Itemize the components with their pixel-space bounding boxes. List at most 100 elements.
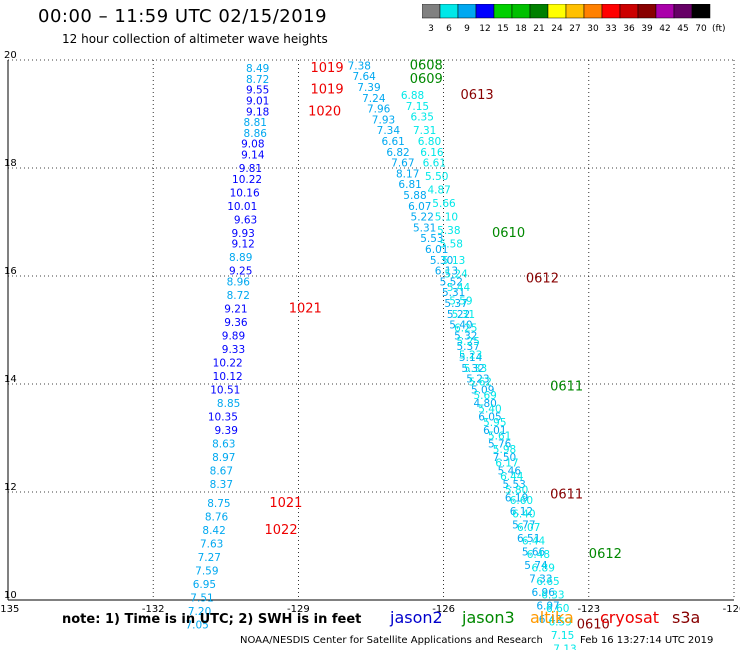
swh-value: 5.23: [466, 374, 489, 386]
colorbar: 3 6 9 12 15 18 21 24 27 30 33 36 39 42 45 70 (ft): [422, 4, 726, 34]
swh-value: 6.48: [527, 549, 550, 561]
swh-value: 9.93: [231, 228, 254, 240]
swh-value: 5.58: [440, 239, 463, 251]
swh-value: 6.42: [539, 614, 562, 626]
swh-value: 5.44: [447, 282, 471, 294]
render-timestamp: Feb 16 13:27:14 UTC 2019: [580, 635, 714, 646]
swh-value: 6.61: [423, 158, 446, 170]
swh-value: 7.24: [362, 93, 386, 105]
swh-value: 9.25: [229, 266, 252, 278]
x-tick-label: -135: [0, 604, 19, 615]
swh-value: 6.05: [478, 411, 501, 423]
swh-value: 10.16: [230, 187, 260, 199]
swh-value: 7.64: [352, 71, 376, 83]
swh-value: 8.17: [396, 168, 419, 180]
swh-value: 6.88: [401, 90, 424, 102]
colorbar-label: 70: [695, 24, 707, 34]
swh-value: 10.22: [232, 174, 262, 186]
swh-value: 9.12: [231, 239, 254, 251]
swh-value: 5.76: [488, 438, 512, 450]
colorbar-label: 3: [428, 24, 434, 34]
swh-value: 7.31: [413, 125, 436, 137]
swh-value: 5.98: [493, 444, 516, 456]
swh-value: 8.85: [217, 398, 240, 410]
legend-altika: altika: [530, 608, 574, 627]
x-tick-label: -120: [723, 604, 740, 615]
swh-value: 9.08: [241, 139, 264, 151]
swh-value: 6.65: [536, 576, 559, 588]
colorbar-label: 27: [569, 24, 580, 34]
swh-value: 5.30: [430, 255, 453, 267]
colorbar-label: 9: [464, 24, 470, 34]
swh-value: 8.42: [202, 525, 225, 537]
swh-value: 5.59: [449, 295, 472, 307]
chart-title: 00:00 – 11:59 UTC 02/15/2019: [38, 6, 328, 27]
colorbar-swatch: [691, 4, 711, 19]
swh-value: 8.75: [207, 498, 230, 510]
swh-value: 6.19: [505, 492, 528, 504]
colorbar-label: 42: [659, 24, 670, 34]
swh-value: 5.22: [447, 309, 470, 321]
swh-value: 5.77: [512, 519, 535, 531]
swh-value: 9.36: [224, 317, 248, 329]
x-tick-label: -129: [287, 604, 310, 615]
swh-value: 5.14: [459, 352, 483, 364]
swh-value: 7.67: [391, 158, 414, 170]
colorbar-label: 30: [587, 24, 599, 34]
swh-value: 6.35: [411, 112, 434, 124]
swh-value: 7.93: [372, 114, 395, 126]
footnote: note: 1) Time is in UTC; 2) SWH is in fe…: [62, 612, 362, 627]
swh-value: 5.37: [444, 298, 467, 310]
swh-value: 9.01: [246, 96, 269, 108]
swh-value: 9.81: [239, 163, 262, 175]
time-label: 0609: [410, 72, 443, 87]
swh-value: 6.61: [381, 136, 404, 148]
swh-value: 5.31: [452, 309, 475, 321]
swh-value: 6.13: [435, 266, 458, 278]
swh-value: 7.50: [493, 452, 516, 464]
swh-value: 5.46: [498, 465, 522, 477]
colorbar-unit: (ft): [712, 24, 726, 34]
swh-value: 5.24: [444, 268, 468, 280]
swh-value: 6.95: [193, 579, 216, 591]
legend-s3a: s3a: [672, 608, 701, 627]
colorbar-label: 12: [479, 24, 490, 34]
swh-value: 9.63: [234, 214, 257, 226]
swh-value: 5.09: [471, 384, 494, 396]
swh-value: 5.50: [425, 171, 448, 183]
swh-value: 5.88: [403, 190, 426, 202]
swh-value: 8.63: [212, 438, 235, 450]
time-label: 1021: [289, 301, 322, 316]
swh-value: 8.81: [244, 117, 267, 129]
swh-value: 5.23: [459, 349, 482, 361]
swh-value: 6.96: [532, 587, 556, 599]
swh-value: 8.76: [205, 511, 229, 523]
swh-value: 6.01: [483, 425, 506, 437]
y-tick-label: 20: [4, 50, 17, 61]
swh-value: 5.52: [440, 276, 463, 288]
swh-value: 7.51: [190, 592, 213, 604]
time-label: 1021: [269, 496, 302, 511]
swh-value: 9.18: [246, 106, 269, 118]
y-tick-label: 10: [4, 590, 17, 601]
y-tick-label: 14: [4, 374, 17, 385]
swh-value: 8.97: [212, 452, 235, 464]
swh-value: 6.44: [522, 536, 546, 548]
colorbar-label: 24: [551, 24, 563, 34]
swh-value: 10.01: [227, 201, 257, 213]
swh-value: 5.66: [522, 546, 546, 558]
swh-value: 9.14: [241, 150, 265, 162]
swh-value: 5.40: [449, 320, 472, 332]
y-tick-label: 16: [4, 266, 17, 277]
swh-value: 6.25: [454, 322, 477, 334]
swh-value: 8.49: [246, 63, 269, 75]
colorbar-label: 18: [515, 24, 527, 34]
colorbar-label: 15: [497, 24, 508, 34]
swh-value: 6.60: [510, 495, 533, 507]
swh-value: 5.32: [454, 330, 477, 342]
time-label: 0608: [410, 58, 443, 73]
swh-value: 6.81: [398, 179, 421, 191]
swh-value: 8.72: [227, 290, 250, 302]
swh-value: 7.59: [195, 565, 218, 577]
